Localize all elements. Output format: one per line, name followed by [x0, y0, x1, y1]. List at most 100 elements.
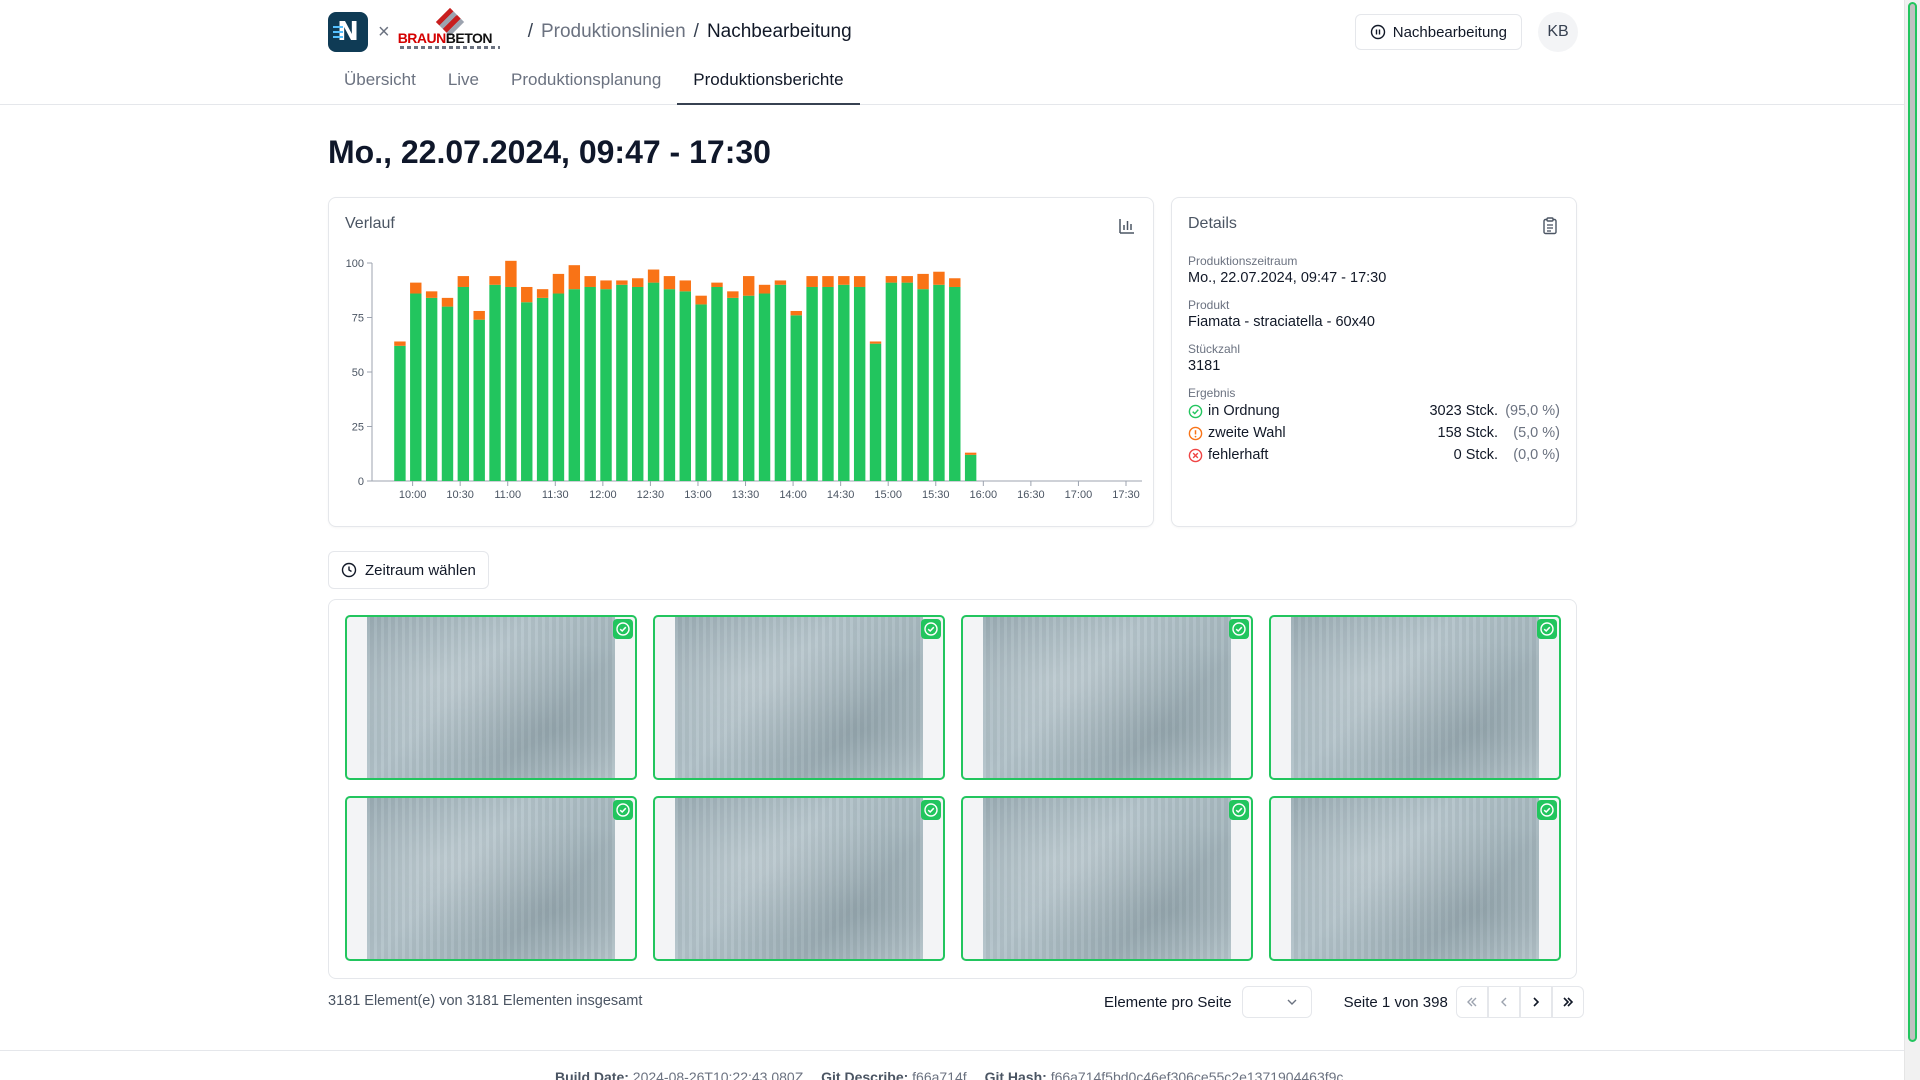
bar-ok: [647, 282, 660, 481]
bar-second-choice: [901, 276, 913, 283]
bar-second-choice: [473, 310, 485, 320]
user-avatar[interactable]: KB: [1538, 12, 1578, 52]
bar-ok: [774, 284, 787, 481]
gallery-image[interactable]: [345, 796, 637, 961]
check-icon: [1229, 619, 1249, 639]
bar-ok: [441, 306, 454, 481]
result-percent: (95,0 %): [1505, 403, 1560, 419]
y-tick-label: 100: [346, 258, 364, 270]
mode-button[interactable]: Nachbearbeitung: [1354, 14, 1522, 50]
bar-ok: [964, 454, 977, 481]
tab-uebersicht[interactable]: Übersicht: [344, 70, 416, 89]
app-header: N × BRAUNBETON / Produktionslinien / Nac…: [0, 0, 1904, 105]
bar-chart-icon[interactable]: [1117, 216, 1137, 236]
bar-second-choice: [790, 310, 802, 316]
bar-second-choice: [806, 276, 818, 287]
select-timerange-label: Zeitraum wählen: [365, 561, 476, 579]
image-gallery: [328, 599, 1577, 979]
bar-ok: [695, 304, 707, 481]
bar-second-choice: [727, 291, 739, 298]
app-logo[interactable]: N: [328, 12, 368, 52]
bar-second-choice: [457, 276, 470, 287]
bar-ok: [473, 319, 485, 481]
breadcrumb-produktionslinien[interactable]: Produktionslinien: [540, 21, 686, 42]
alert-circle-icon: [1188, 426, 1203, 440]
gallery-image[interactable]: [345, 615, 637, 780]
x-tick-label: 11:30: [542, 489, 569, 501]
tab-bar: Übersicht Live Produktionsplanung Produk…: [328, 62, 860, 105]
details-card-title: Details: [1188, 215, 1237, 232]
bar-ok: [394, 345, 406, 481]
concrete-surface-image: [983, 798, 1231, 959]
chevrons-left-icon: [1466, 997, 1477, 1007]
check-icon: [613, 619, 633, 639]
first-page-button[interactable]: [1455, 986, 1488, 1018]
bar-second-choice: [822, 276, 834, 287]
chart-card: Verlauf 0 25 50 75 100 10:00 10:30 11:00 11:30 12…: [328, 197, 1154, 527]
breadcrumb-current: Nachbearbeitung: [706, 21, 852, 42]
bar-second-choice: [521, 286, 533, 303]
next-page-button[interactable]: [1519, 986, 1552, 1018]
bar-ok: [742, 295, 755, 481]
gallery-image[interactable]: [961, 796, 1253, 961]
x-tick-label: 14:00: [779, 489, 807, 501]
bar-second-choice: [616, 280, 628, 285]
per-page-select[interactable]: [1241, 986, 1312, 1018]
tab-produktionsplanung[interactable]: Produktionsplanung: [511, 70, 662, 89]
concrete-surface-image: [983, 617, 1231, 778]
tab-produktionsberichte[interactable]: Produktionsberichte: [677, 62, 860, 105]
bar-ok: [949, 286, 961, 481]
vertical-scrollbar[interactable]: [1904, 0, 1920, 1080]
x-tick-label: 10:00: [399, 489, 427, 501]
bar-second-choice: [679, 280, 691, 292]
bar-second-choice: [885, 276, 898, 283]
bar-ok: [505, 286, 517, 481]
gallery-image[interactable]: [653, 615, 945, 780]
bar-ok: [869, 343, 882, 481]
customer-logo-word-dark: BETON: [445, 30, 493, 46]
bar-ok: [806, 286, 818, 481]
chevron-down-icon: [1287, 999, 1297, 1005]
bar-ok: [536, 297, 549, 481]
gallery-image[interactable]: [1269, 615, 1561, 780]
chevron-left-icon: [1500, 997, 1507, 1007]
bar-ok: [711, 286, 723, 481]
bar-ok: [790, 315, 802, 481]
gallery-image[interactable]: [1269, 796, 1561, 961]
bar-second-choice: [584, 276, 596, 287]
bar-second-choice: [933, 271, 945, 285]
detail-stueckzahl-value: 3181: [1188, 358, 1221, 374]
bar-ok: [425, 297, 438, 481]
pause-circle-icon: [1370, 24, 1385, 40]
x-tick-label: 17:00: [1065, 489, 1093, 501]
clipboard-icon[interactable]: [1540, 216, 1560, 236]
concrete-surface-image: [1291, 617, 1539, 778]
scrollbar-thumb[interactable]: [1908, 2, 1917, 1042]
history-chart: 0 25 50 75 100 10:00 10:30 11:00 11:30 12:00 12:30…: [346, 258, 1142, 501]
detail-stueckzahl-label: Stückzahl: [1188, 342, 1241, 356]
x-tick-label: 14:30: [827, 489, 855, 501]
bar-ok: [853, 286, 866, 481]
result-name: zweite Wahl: [1208, 425, 1286, 441]
tab-live[interactable]: Live: [447, 70, 479, 89]
bar-second-choice: [489, 276, 501, 285]
git-describe-value: f66a714f: [912, 1069, 967, 1080]
bar-second-choice: [394, 341, 406, 346]
check-circle-icon: [1188, 404, 1203, 418]
git-describe-label: Git Describe:: [821, 1069, 909, 1080]
last-page-button[interactable]: [1551, 986, 1584, 1018]
gallery-image[interactable]: [653, 796, 945, 961]
gallery-image[interactable]: [961, 615, 1253, 780]
chevron-right-icon: [1533, 997, 1539, 1007]
select-timerange-button[interactable]: Zeitraum wählen: [328, 551, 489, 589]
prev-page-button[interactable]: [1487, 986, 1520, 1018]
bar-ok: [933, 284, 945, 481]
bar-ok: [901, 282, 913, 481]
x-tick-label: 15:00: [874, 489, 902, 501]
x-tick-label: 13:30: [732, 489, 760, 501]
bar-ok: [632, 286, 644, 481]
result-name: in Ordnung: [1208, 403, 1280, 419]
y-tick-label: 0: [358, 476, 364, 488]
customer-logo: BRAUNBETON: [398, 7, 504, 52]
page-indicator: Seite 1 von 398: [1343, 993, 1448, 1011]
